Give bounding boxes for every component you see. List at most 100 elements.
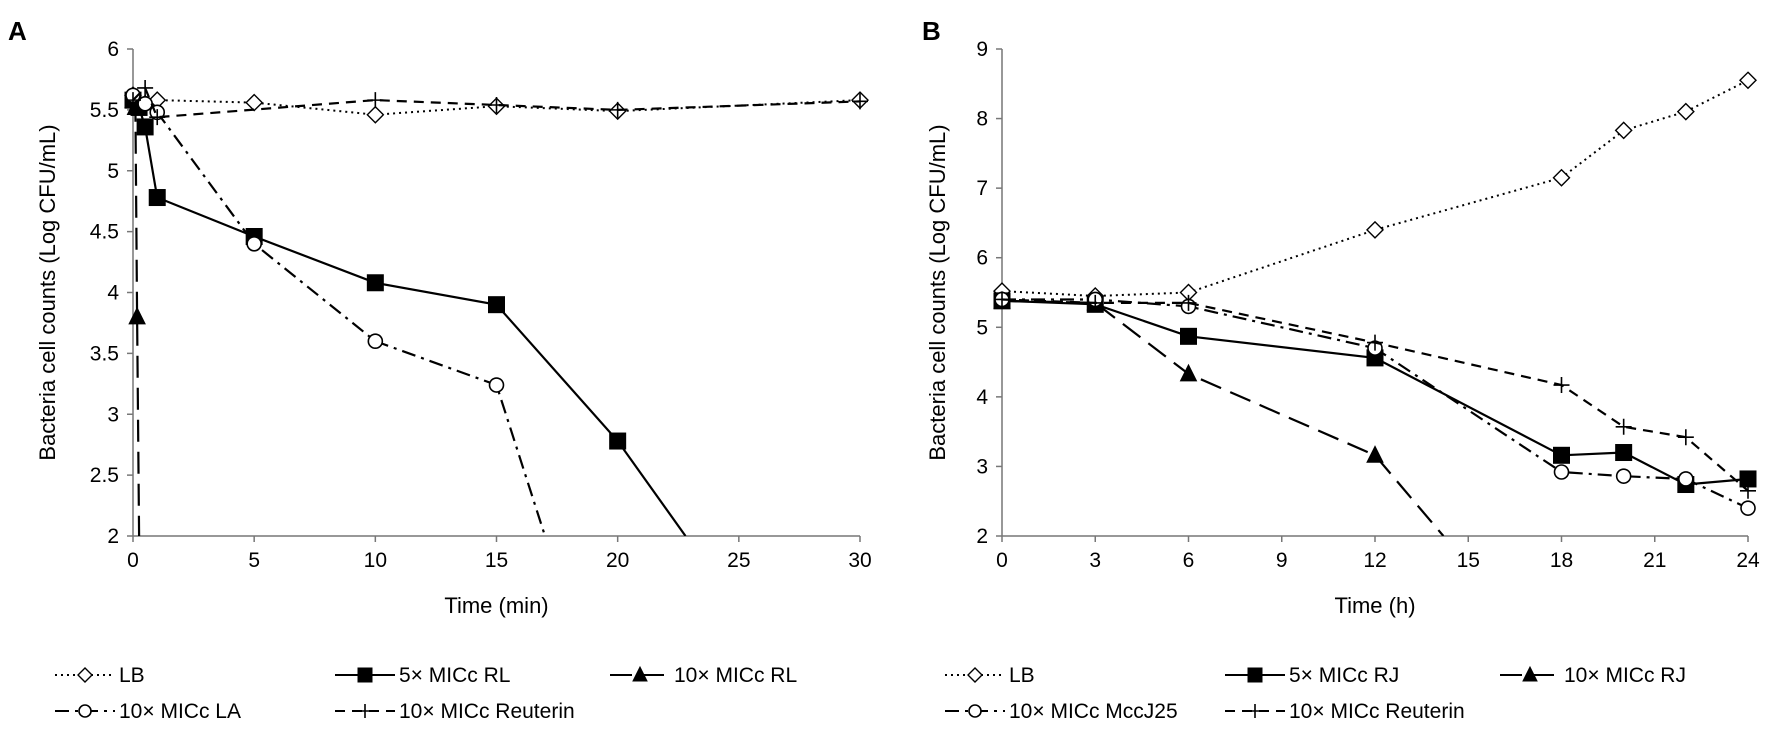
data-point [1740,500,1756,516]
y-tick-label: 5.5 [90,99,119,122]
data-point [1615,418,1632,435]
data-point [246,236,262,252]
legend-label: LB [1009,664,1035,687]
x-axis-title: Time (h) [1334,593,1415,618]
legend-marker [968,704,982,718]
series-3 [994,291,1756,516]
series-line [1002,298,1749,510]
data-point [128,306,146,325]
x-tick-label: 12 [1363,549,1386,572]
data-point [1553,446,1570,464]
legend: LB 5× MICc RJ 10× MICc RJ 10× MICc MccJ25 10… [945,664,1686,723]
y-tick-label: 2.5 [90,464,119,487]
data-point [1677,429,1694,446]
legend-item: 5× MICc RJ [1225,664,1399,687]
legend-label: 10× MICc Reuterin [1289,700,1465,723]
y-tick-label: 9 [976,38,988,61]
legend-marker [78,704,92,718]
series-2 [993,290,1445,536]
legend-item: 10× MICc RJ [1500,664,1686,687]
data-point [1615,468,1632,484]
y-tick-label: 6 [107,38,119,61]
x-tick-label: 0 [127,549,139,572]
legend-label: LB [119,664,145,687]
legend-item: 10× MICc Reuterin [335,700,575,723]
x-tick-label: 15 [1457,549,1480,572]
y-tick-label: 8 [976,108,988,131]
series-line [132,99,687,536]
data-point [1740,482,1756,499]
legend-marker [358,704,372,718]
y-tick-label: 3 [976,455,988,478]
data-point [1367,334,1383,351]
y-tick-label: 4.5 [90,221,119,244]
legend-item: 5× MICc RL [335,664,510,687]
x-tick-label: 3 [1089,549,1101,572]
y-tick-label: 6 [976,247,988,270]
x-tick-label: 18 [1550,549,1573,572]
data-point [367,333,384,350]
legend-marker [967,667,983,683]
chart-panel-b: B 2 3 4 5 6 7 8 9 0 3 6 9 12 15 18 21 24 Time (h) Bacteria … [922,16,1760,723]
legend-item: 10× MICc Reuterin [1225,700,1465,723]
series-line [132,94,547,536]
data-point [488,97,505,114]
data-point [488,377,505,393]
series-4 [994,291,1756,499]
data-point [1553,464,1570,480]
data-point [1179,363,1198,382]
y-tick-label: 3.5 [90,342,119,365]
data-point [488,296,505,314]
x-axis-title: Time (min) [444,593,548,618]
panel-label: B [922,16,941,46]
series-line [1001,79,1749,298]
data-point [1615,444,1633,462]
data-point [148,189,166,207]
legend-label: 10× MICc RL [674,664,797,687]
y-axis-title: Bacteria cell counts (Log CFU/mL) [925,124,950,460]
legend-label: 5× MICc RL [399,664,510,687]
data-point [1678,471,1694,487]
series-2 [124,90,146,536]
series-line [132,94,861,116]
series-4 [125,79,868,126]
chart-panel-a: A 2 2.5 3 3.5 4 4.5 5 5.5 6 0 5 10 15 20 25 30 Time (min)… [8,16,872,723]
legend-label: 10× MICc MccJ25 [1009,700,1178,723]
data-point [367,92,384,109]
legend-item: LB [945,664,1035,687]
data-point [1552,168,1571,187]
legend-item: 10× MICc LA [55,700,241,723]
data-point [136,118,154,136]
data-point [1739,71,1757,90]
data-point [1087,294,1104,311]
data-point [137,95,153,112]
series-3 [125,87,547,536]
series-0 [993,71,1757,305]
data-point [852,93,868,110]
y-tick-label: 4 [107,282,119,305]
series-1 [124,91,687,536]
x-tick-label: 25 [727,549,750,572]
data-point [1366,445,1384,463]
legend-label: 10× MICc Reuterin [399,700,575,723]
legend-marker [77,667,93,683]
legend-label: 10× MICc RJ [1564,664,1686,687]
data-point [1676,102,1695,121]
y-tick-label: 2 [976,525,988,548]
data-point [245,93,264,112]
data-point [137,79,154,96]
data-point [609,432,627,450]
legend-label: 5× MICc RJ [1289,664,1399,687]
data-point [125,92,141,109]
y-tick-label: 5 [107,160,119,183]
y-tick-label: 5 [976,316,988,339]
data-point [366,274,384,292]
x-tick-label: 30 [848,549,871,572]
legend-marker [357,667,373,683]
x-tick-label: 0 [996,549,1008,572]
x-tick-label: 20 [606,549,629,572]
legend-item: LB [55,664,145,687]
data-point [609,101,626,118]
data-point [366,105,385,124]
